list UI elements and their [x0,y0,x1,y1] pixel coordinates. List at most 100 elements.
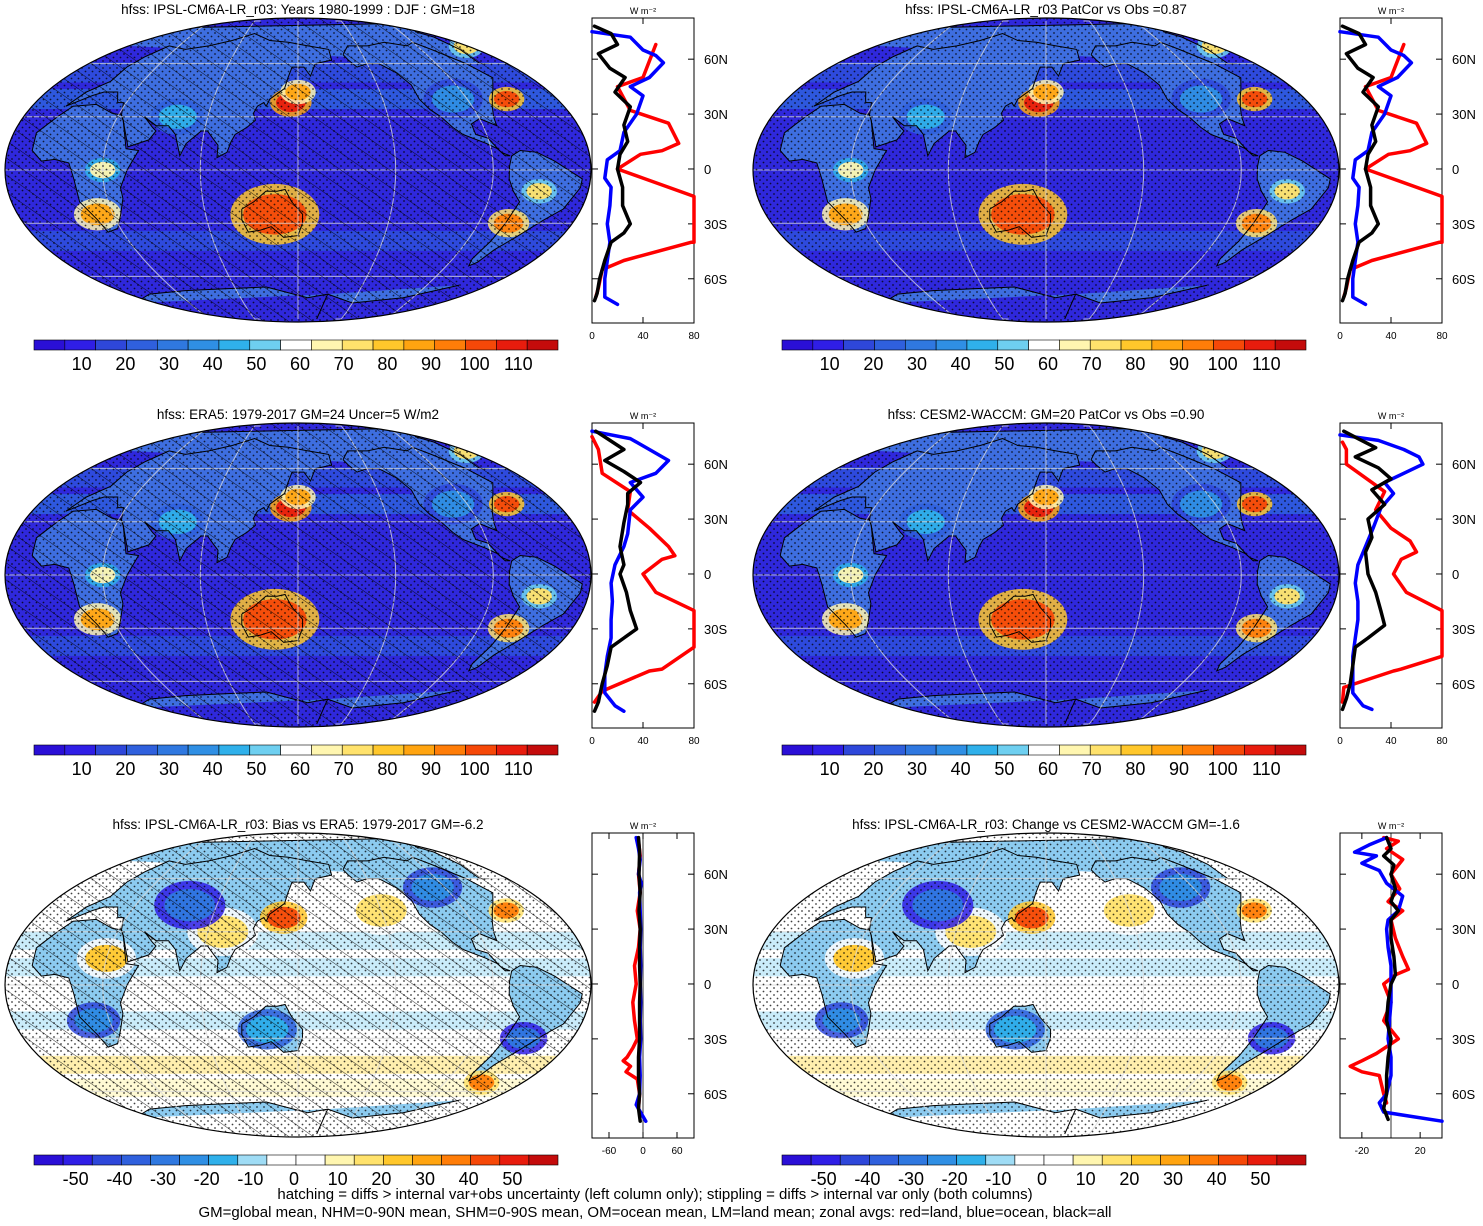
colorbar-tick-label: 40 [1207,1169,1227,1189]
colorbar-tick-label: 30 [415,1169,435,1189]
zonal-series-line [1381,835,1401,1122]
colorbar: 10 20 30 40 50 60 70 80 90 100 110 [33,339,559,374]
zonal-y-tick-label: 30S [1452,1032,1475,1047]
colorbar-tick-label: 80 [1125,354,1145,374]
colorbar-box [33,1154,64,1166]
colorbar-box [1160,1154,1190,1166]
colorbar-box [266,1154,297,1166]
zonal-mean-plot: W m⁻² 0 40 80 60N 30N 0 30S 60S [1337,411,1476,747]
panel-6: hfss: IPSL-CM6A-LR_r03: Change vs CESM2-… [752,817,1476,1189]
colorbar-tick-label: 100 [1208,759,1238,779]
colorbar-tick-label: 90 [421,354,441,374]
colorbar-tick-label: 60 [1038,354,1058,374]
panel-5: hfss: IPSL-CM6A-LR_r03: Bias vs ERA5: 19… [4,817,728,1189]
zonal-y-tick-label: 0 [1452,977,1459,992]
zonal-y-tick-label: 0 [704,567,711,582]
colorbar-tick-label: 40 [459,1169,479,1189]
colorbar-box [956,1154,987,1166]
zonal-x-tick-label: 0 [1337,331,1343,342]
colorbar-tick-label: 10 [328,1169,348,1189]
zonal-mean-plot: W m⁻² 0 40 80 60N 30N 0 30S 60S [589,411,728,747]
zonal-y-tick-label: 60S [1452,272,1475,287]
colorbar-box [1274,744,1307,756]
colorbar-box [1244,339,1276,351]
colorbar-tick-label: 70 [1082,354,1102,374]
colorbar-tick-label: -30 [150,1169,176,1189]
map-field [5,18,591,322]
zonal-series-line [636,835,642,1123]
colorbar-box [1182,744,1214,756]
colorbar-box [341,744,374,756]
colorbar-box [64,744,96,756]
zonal-x-tick-label: 80 [1436,736,1448,747]
colorbar-box [1089,339,1122,351]
colorbar-tick-label: 90 [1169,354,1189,374]
colorbar-box [383,1154,413,1166]
colorbar-box [1189,1154,1219,1166]
colorbar-box [372,339,405,351]
colorbar-tick-label: 40 [951,354,971,374]
colorbar-tick-label: 20 [863,354,883,374]
colorbar-box [526,339,559,351]
zonal-unit-label: W m⁻² [630,821,656,831]
colorbar-tick-label: 60 [1038,759,1058,779]
colorbar-tick-label: 20 [863,759,883,779]
colorbar-tick-label: 60 [290,759,310,779]
colorbar-box [218,744,251,756]
colorbar-box [1028,744,1060,756]
colorbar-tick-label: -20 [942,1169,968,1189]
colorbar-box [95,339,127,351]
colorbar-box [1244,744,1276,756]
panel-title: hfss: ERA5: 1979-2017 GM=24 Uncer=5 W/m2 [157,407,439,422]
colorbar-box [904,339,937,351]
zonal-unit-label: W m⁻² [1378,411,1404,421]
colorbar-tick-label: -50 [63,1169,89,1189]
colorbar-box [1247,1154,1278,1166]
panel-title: hfss: IPSL-CM6A-LR_r03: Change vs CESM2-… [852,817,1240,832]
zonal-y-tick-label: 60N [704,457,728,472]
colorbar-box [91,1154,122,1166]
zonal-x-tick-label: 0 [1337,736,1343,747]
colorbar-tick-label: 110 [504,354,533,374]
colorbar-tick-label: 10 [72,759,92,779]
colorbar-box [1131,1154,1161,1166]
colorbar-box [812,744,844,756]
zonal-x-tick-label: 40 [637,331,649,342]
colorbar-tick-label: 90 [1169,759,1189,779]
map-field [753,423,1339,727]
colorbar-box [441,1154,471,1166]
colorbar-tick-label: -20 [194,1169,220,1189]
colorbar-box [311,744,343,756]
zonal-series-line [1340,440,1444,704]
colorbar-tick-label: 30 [159,354,179,374]
zonal-series-line [592,24,633,303]
colorbar: 10 20 30 40 50 60 70 80 90 100 110 [781,339,1307,374]
zonal-y-tick-label: 0 [1452,567,1459,582]
colorbar-tick-label: 70 [334,759,354,779]
colorbar-box [1028,339,1060,351]
colorbar-box [781,744,814,756]
colorbar-box [528,1154,559,1166]
colorbar-box [935,339,968,351]
zonal-unit-label: W m⁻² [630,411,656,421]
panel-1: hfss: IPSL-CM6A-LR_r03: Years 1980-1999 … [4,2,728,374]
panel-4: hfss: CESM2-WACCM: GM=20 PatCor vs Obs =… [752,407,1476,779]
colorbar-tick-label: 30 [907,354,927,374]
colorbar: -50 -40 -30 -20 -10 0 10 20 30 40 50 [781,1154,1307,1189]
colorbar-box [904,744,937,756]
colorbar-box [62,1154,93,1166]
colorbar-box [249,339,281,351]
colorbar-box [434,339,466,351]
colorbar: -50 -40 -30 -20 -10 0 10 20 30 40 50 [33,1154,559,1189]
zonal-y-tick-label: 0 [1452,162,1459,177]
zonal-y-tick-label: 60N [1452,457,1476,472]
colorbar-box [1014,1154,1045,1166]
colorbar-box [843,744,875,756]
colorbar-tick-label: -40 [854,1169,880,1189]
colorbar-tick-label: 20 [115,354,135,374]
colorbar-box [499,1154,530,1166]
zonal-y-tick-label: 30N [1452,922,1476,937]
colorbar-box [843,339,875,351]
colorbar-box [874,744,906,756]
colorbar-box [810,1154,841,1166]
